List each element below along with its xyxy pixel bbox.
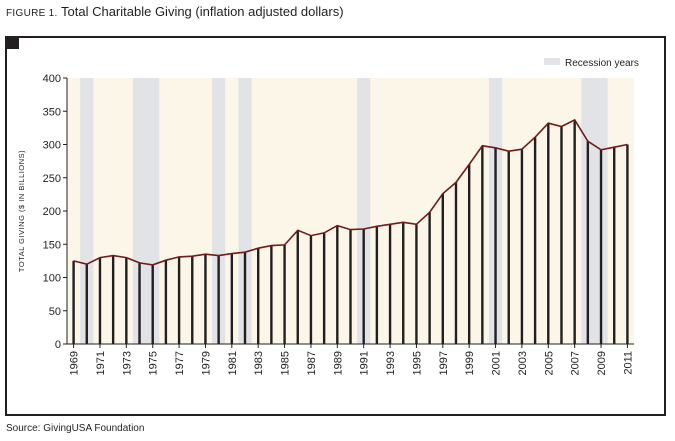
- x-tick-label-1995: 1995: [411, 351, 423, 375]
- bar-1990: [349, 229, 352, 344]
- bar-2009: [599, 149, 603, 344]
- x-tick-label-2005: 2005: [543, 351, 555, 375]
- bar-2008: [586, 141, 590, 344]
- x-tick-label-1993: 1993: [385, 351, 397, 375]
- x-tick-label-1969: 1969: [69, 351, 81, 375]
- y-axis-ticks: 0 50 100 150 200 250 300 350 400: [43, 73, 67, 351]
- bar-2004: [533, 137, 537, 344]
- y-tick-label-400: 400: [43, 73, 61, 85]
- x-tick-label-1997: 1997: [438, 351, 450, 375]
- bar-2001: [494, 147, 497, 344]
- y-tick-label-350: 350: [43, 106, 61, 118]
- bar-1995: [415, 224, 418, 344]
- bar-1970: [85, 264, 88, 344]
- bar-2002: [507, 151, 510, 344]
- x-tick-label-1999: 1999: [464, 351, 476, 375]
- x-tick-label-1973: 1973: [121, 351, 133, 375]
- bar-2006: [560, 126, 563, 344]
- y-tick-label-150: 150: [43, 239, 61, 251]
- bars: [72, 119, 629, 345]
- bar-2000: [481, 145, 484, 344]
- bar-1989: [336, 225, 339, 344]
- y-tick-label-300: 300: [43, 140, 61, 152]
- x-tick-label-1985: 1985: [280, 351, 292, 375]
- figure-label: FIGURE 1.: [6, 8, 58, 19]
- bar-1977: [177, 256, 181, 344]
- bar-1997: [441, 193, 445, 344]
- figure-title-text: Total Charitable Giving (inflation adjus…: [61, 4, 344, 19]
- bar-1991: [362, 228, 365, 344]
- bar-2010: [613, 147, 616, 344]
- bar-1992: [375, 226, 379, 344]
- x-tick-label-2003: 2003: [517, 351, 529, 375]
- bar-1998: [454, 182, 458, 344]
- recession-band-0: [80, 78, 94, 344]
- bar-1996: [428, 212, 431, 344]
- trend-line: [73, 118, 628, 266]
- recession-band-2: [212, 78, 226, 344]
- bar-1974: [138, 262, 141, 344]
- recession-band-6: [581, 78, 608, 344]
- x-tick-label-2011: 2011: [622, 351, 634, 375]
- legend: Recession years: [544, 58, 639, 69]
- x-tick-label-1971: 1971: [95, 351, 107, 375]
- y-axis-label: TOTAL GIVING ($ IN BILLIONS): [17, 150, 26, 272]
- x-tick-label-2001: 2001: [491, 351, 503, 375]
- x-tick-label-1981: 1981: [227, 351, 239, 375]
- corner-marker: [5, 36, 19, 49]
- bar-2003: [520, 149, 524, 344]
- bar-1999: [467, 164, 471, 344]
- x-tick-label-1977: 1977: [174, 351, 186, 375]
- bar-1982: [243, 252, 247, 344]
- recession-bands: [80, 78, 608, 344]
- y-tick-label-250: 250: [43, 173, 61, 185]
- x-tick-label-1991: 1991: [359, 351, 371, 375]
- x-tick-label-1983: 1983: [253, 351, 265, 375]
- recession-band-3: [238, 78, 252, 344]
- source-note: Source: GivingUSA Foundation: [6, 423, 145, 434]
- bar-1978: [191, 256, 194, 344]
- bar-1980: [217, 255, 220, 344]
- bar-1984: [270, 245, 273, 344]
- bar-1973: [125, 257, 128, 344]
- bar-1988: [322, 232, 326, 344]
- x-axis-ticks: 1969 1971 1973 1975 1977 1979 1981 1983 1985 1987…: [69, 344, 634, 375]
- bar-1981: [230, 253, 234, 344]
- recession-band-1: [132, 78, 160, 344]
- x-tick-label-1975: 1975: [148, 351, 160, 375]
- bar-1979: [204, 254, 207, 344]
- bar-1975: [151, 264, 154, 344]
- bar-1983: [256, 248, 260, 344]
- x-tick-label-1989: 1989: [332, 351, 344, 375]
- recession-band-4: [357, 78, 371, 344]
- bar-1971: [98, 257, 102, 344]
- x-tick-label-2009: 2009: [596, 351, 608, 375]
- bar-2007: [573, 119, 576, 345]
- x-tick-label-2007: 2007: [570, 351, 582, 375]
- bar-1994: [402, 222, 405, 344]
- x-tick-label-1987: 1987: [306, 351, 318, 375]
- figure-title: FIGURE 1. Total Charitable Giving (infla…: [6, 4, 344, 19]
- legend-label-recession: Recession years: [565, 58, 639, 69]
- bar-1985: [283, 244, 286, 344]
- y-tick-label-200: 200: [43, 206, 61, 218]
- y-tick-label-0: 0: [55, 339, 61, 351]
- y-tick-label-50: 50: [49, 306, 61, 318]
- bar-1987: [309, 235, 313, 344]
- bar-2011: [626, 144, 629, 344]
- bar-1972: [111, 255, 115, 344]
- bar-1986: [296, 230, 299, 344]
- bar-1993: [388, 224, 392, 344]
- bar-2005: [547, 123, 550, 344]
- bar-1976: [164, 260, 168, 344]
- legend-swatch-recession: [544, 58, 560, 65]
- bar-1969: [72, 260, 75, 344]
- x-tick-label-1979: 1979: [200, 351, 212, 375]
- y-tick-label-100: 100: [43, 273, 61, 285]
